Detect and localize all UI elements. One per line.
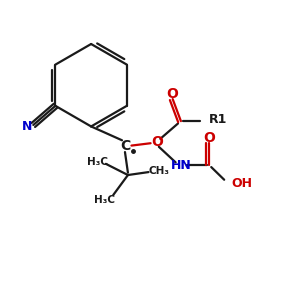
Text: O: O (203, 131, 215, 145)
Text: H₃C: H₃C (94, 195, 116, 205)
Text: C: C (120, 139, 130, 153)
Text: N: N (22, 120, 33, 133)
Text: O: O (167, 87, 178, 101)
Text: O: O (152, 135, 163, 149)
Text: R1: R1 (209, 113, 227, 127)
Text: OH: OH (232, 177, 253, 190)
Text: CH₃: CH₃ (148, 166, 169, 176)
Text: HN: HN (171, 159, 192, 172)
Text: H₃C: H₃C (86, 157, 107, 167)
